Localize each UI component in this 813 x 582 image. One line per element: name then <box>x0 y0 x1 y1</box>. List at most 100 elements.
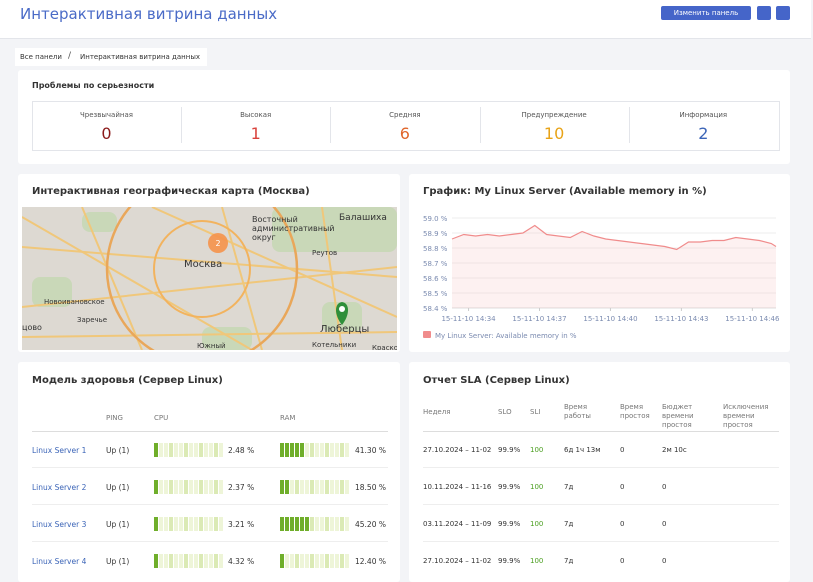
gauge-segment <box>189 443 193 457</box>
gauge-segment <box>335 517 339 531</box>
gauge-segment <box>184 480 188 494</box>
breadcrumb-link[interactable]: Все панели <box>20 53 62 61</box>
gauge-segment <box>159 480 163 494</box>
gauge-segment <box>169 554 173 568</box>
page-title: Интерактивная витрина данных <box>20 5 278 23</box>
gauge-segment <box>320 480 324 494</box>
map[interactable]: Москва Балашиха Восточныйадминистративныйо… <box>22 207 397 350</box>
gauge-segment <box>295 443 299 457</box>
sla-cell: 0 <box>620 446 625 454</box>
legend-label: My Linux Server: Available memory in % <box>435 332 577 340</box>
gauge-segment <box>179 517 183 531</box>
sla-cell: 100 <box>530 483 544 491</box>
sla-cell: 100 <box>530 557 544 565</box>
y-tick-label: 58.4 % <box>423 305 448 313</box>
road <box>151 207 397 318</box>
gauge-segment <box>154 480 158 494</box>
gauge-segment <box>214 517 218 531</box>
gauge-segment <box>285 480 289 494</box>
sla-cell: 0 <box>620 483 625 491</box>
gauge-segment <box>310 517 314 531</box>
gauge-segment <box>310 443 314 457</box>
column-header: CPU <box>154 414 169 422</box>
gauge-segment <box>204 443 208 457</box>
sla-cell: 7д <box>564 520 574 528</box>
ping-status: Up (1) <box>106 483 130 492</box>
gauge-segment <box>335 480 339 494</box>
cluster-marker <box>208 233 228 253</box>
sla-cell: 0 <box>662 557 667 565</box>
road <box>321 207 343 350</box>
gauge-segment <box>199 517 203 531</box>
server-link[interactable]: Linux Server 4 <box>32 557 87 566</box>
y-tick-label: 58.8 % <box>423 245 448 253</box>
gauge-segment <box>179 554 183 568</box>
gauge-segment <box>280 480 284 494</box>
severity-label: Чрезвычайная <box>80 111 133 119</box>
gauge-segment <box>214 443 218 457</box>
gauge-segment <box>325 517 329 531</box>
severity-count: 2 <box>698 124 709 143</box>
gauge-segment <box>194 480 198 494</box>
gauge-segment <box>204 480 208 494</box>
severity-count: 6 <box>399 124 410 143</box>
gauge-segment <box>290 480 294 494</box>
gauge-segment <box>335 554 339 568</box>
server-link[interactable]: Linux Server 1 <box>32 446 87 455</box>
gauge-segment <box>199 480 203 494</box>
divider <box>479 107 481 143</box>
menu-button[interactable] <box>757 6 771 20</box>
sla-cell: 99.9% <box>498 557 521 565</box>
column-header: RAM <box>280 414 296 422</box>
severity-label: Информация <box>679 111 728 119</box>
sla-cell: 03.11.2024 – 11-09 <box>423 520 492 528</box>
server-link[interactable]: Linux Server 2 <box>32 483 87 492</box>
gauge-segment <box>300 517 304 531</box>
server-link[interactable]: Linux Server 3 <box>32 520 87 529</box>
divider <box>628 107 630 143</box>
gauge-segment <box>305 554 309 568</box>
cpu-value: 2.37 % <box>228 483 255 492</box>
gauge-segment <box>159 517 163 531</box>
gauge-segment <box>199 554 203 568</box>
map-label: Восточный <box>252 215 298 224</box>
column-header: Бюджет времени простоя <box>662 403 694 429</box>
ram-value: 41.30 % <box>355 446 386 455</box>
map-label: Южный <box>197 342 226 350</box>
road <box>22 216 253 350</box>
ram-value: 18.50 % <box>355 483 386 492</box>
header-rule <box>32 431 388 432</box>
column-header: Исключения времени простоя <box>723 403 769 429</box>
line <box>451 224 777 251</box>
gauge-segment <box>194 517 198 531</box>
card-title: Модель здоровья (Сервер Linux) <box>32 375 223 386</box>
gauge-segment <box>320 554 324 568</box>
gauge-segment <box>290 443 294 457</box>
map-label: Балашиха <box>339 213 387 223</box>
location-pin <box>336 302 348 325</box>
gauge-segment <box>154 554 158 568</box>
legend-swatch <box>423 331 431 338</box>
gauge-segment <box>310 480 314 494</box>
gauge-segment <box>164 554 168 568</box>
line-chart: 58.4 % 58.5 % 58.6 % 58.7 % 58.8 % 58.9 % 59.0… <box>423 215 780 340</box>
gauge-segment <box>305 443 309 457</box>
y-tick-label: 58.6 % <box>423 275 448 283</box>
y-tick-label: 58.9 % <box>423 230 448 238</box>
gauge-segment <box>169 443 173 457</box>
gauge-segment <box>174 517 178 531</box>
gauge-segment <box>290 517 294 531</box>
gauge-segment <box>320 517 324 531</box>
fullscreen-button[interactable] <box>776 6 790 20</box>
sla-cell: 27.10.2024 – 11-02 <box>423 557 492 565</box>
card-title: Интерактивная географическая карта (Моск… <box>32 186 310 197</box>
row-rule <box>32 504 388 505</box>
gauge-segment <box>315 517 319 531</box>
edit-button[interactable]: Изменить панель <box>661 6 751 20</box>
sla-cell: 99.9% <box>498 483 521 491</box>
gauge-segment <box>285 443 289 457</box>
gauge-segment <box>219 480 223 494</box>
gauge-segment <box>280 443 284 457</box>
gauge-segment <box>209 443 213 457</box>
